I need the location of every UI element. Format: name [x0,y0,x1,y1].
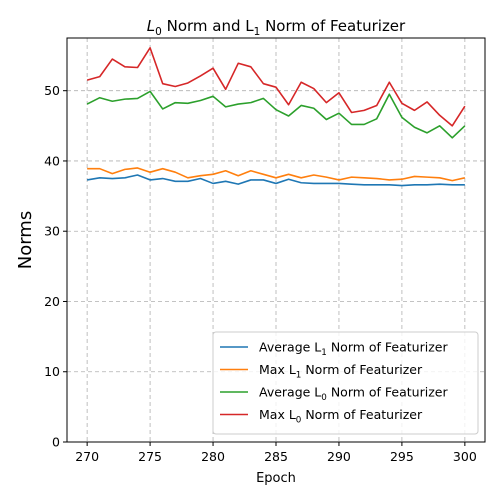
x-axis-label: Epoch [256,471,296,486]
legend-label-1: Average L1 Norm of Featurizer [259,340,448,359]
x-axis-ticks: 270 275 280 285 290 295 300 [75,442,477,464]
x-tick-label: 285 [264,449,288,464]
y-tick-label: 30 [44,224,60,239]
legend-label-4: Max L0 Norm of Featurizer [259,407,423,426]
y-tick-label: 50 [44,83,60,98]
y-axis-label: Norms [15,211,36,269]
series-line-1 [87,174,465,187]
x-tick-label: 270 [75,449,99,464]
series-line-3 [86,90,466,139]
series-line-2 [87,167,466,182]
legend-box [212,331,479,435]
x-tick-label: 280 [201,449,225,464]
y-axis-ticks: 0 10 20 30 40 50 [44,83,67,450]
series-line-4 [86,47,466,127]
legend-label-3: Average L0 Norm of Featurizer [259,385,448,404]
x-tick-label: 275 [138,449,162,464]
legend-items: Average L1 Norm of Featurizer Max L1 Norm… [220,340,448,426]
y-tick-label: 10 [44,364,60,379]
y-tick-label: 20 [44,294,60,309]
y-tick-label: 0 [52,435,60,450]
series-layer [86,47,466,187]
legend: Average L1 Norm of Featurizer Max L1 Norm… [212,331,479,435]
x-tick-label: 290 [327,449,351,464]
x-tick-label: 300 [453,449,477,464]
x-tick-label: 295 [390,449,414,464]
chart-title: L0 Norm and L1 Norm of Featurizer [147,17,406,38]
y-tick-label: 40 [44,153,60,168]
legend-label-2: Max L1 Norm of Featurizer [259,362,423,381]
